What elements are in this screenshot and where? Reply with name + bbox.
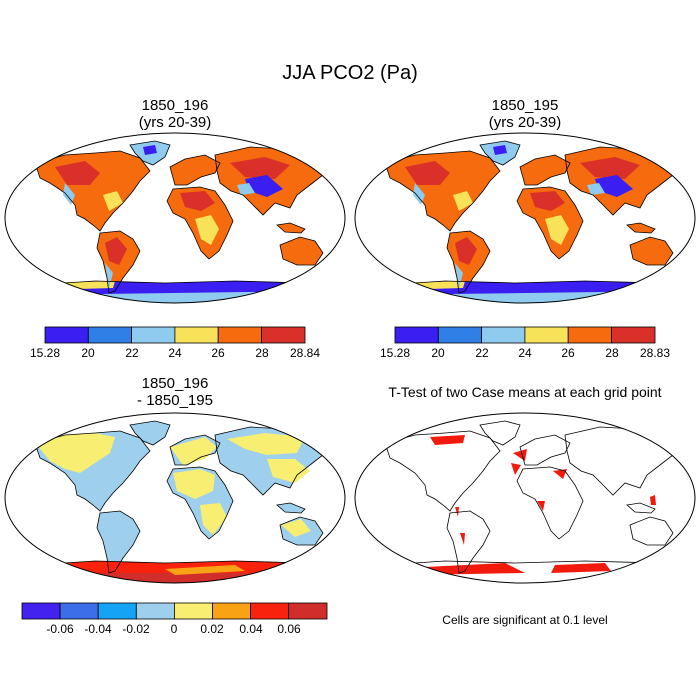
colorbar-2-swatch-4 [567,326,612,344]
colorbar-3-swatch-3 [135,602,175,620]
colorbar-2-swatch-1 [437,326,482,344]
colorbar-1-swatch-1 [87,326,133,344]
colorbar-3-label-3: 0 [170,622,178,636]
colorbar-3-label-6: 0.06 [277,622,301,636]
colorbar-2-label-6: 28.83 [639,346,671,360]
colorbar-2-label-0: 15.28 [379,346,411,360]
panel-1-title: 1850_196 (yrs 20-39) [75,97,275,131]
colorbar-2-swatch-3 [524,326,569,344]
colorbar-1-label-3: 24 [168,346,182,360]
panel-1-title-line2: (yrs 20-39) [138,114,212,131]
colorbar-2-label-4: 26 [561,346,575,360]
panel-4-map [375,421,680,583]
panel-3-map [25,421,330,583]
colorbar-1-label-6: 28.84 [289,346,321,360]
colorbar-3-label-1: -0.04 [84,622,112,636]
panel-2-title: 1850_195 (yrs 20-39) [425,97,625,131]
colorbar-1-label-4: 26 [211,346,225,360]
panel-3-border [4,412,346,584]
colorbar-3 [21,602,328,620]
colorbar-2-swatch-0 [394,326,439,344]
colorbar-1-swatch-2 [131,326,176,344]
colorbar-3-swatch-2 [97,602,137,620]
colorbar-2-label-5: 28 [605,346,619,360]
panel-1-border [4,132,346,304]
colorbar-1-label-5: 28 [255,346,269,360]
colorbar-1-swatch-3 [174,326,219,344]
colorbar-2 [394,326,656,344]
figure-title: JJA PCO2 (Pa) [282,62,418,84]
colorbar-3-swatch-5 [212,602,251,620]
panel-3-title-line2: - 1850_195 [137,392,213,409]
colorbar-3-swatch-1 [59,602,99,620]
colorbar-1-swatch-4 [217,326,262,344]
colorbar-3-swatch-7 [288,602,328,620]
colorbar-2-label-1: 20 [431,346,445,360]
panel-2-title-line1: 1850_195 [491,97,559,114]
colorbar-3-swatch-0 [21,602,61,620]
colorbar-3-label-4: 0.02 [200,622,224,636]
panel-4-border [354,412,696,584]
panel-4-title: T-Test of two Case means at each grid po… [352,384,698,401]
colorbar-1-label-1: 20 [81,346,95,360]
colorbar-1-swatch-0 [44,326,89,344]
panel-1-title-line1: 1850_196 [141,97,209,114]
colorbar-3-swatch-4 [173,602,213,620]
panel-2-border [354,132,696,304]
significance-footnote: Cells are significant at 0.1 level [442,613,608,627]
panel-1-map [25,141,330,303]
colorbar-3-swatch-6 [250,602,290,620]
panel-2-map [375,141,680,303]
colorbar-1-swatch-5 [261,326,306,344]
colorbar-2-swatch-2 [481,326,526,344]
panel-3-title: 1850_196 - 1850_195 [75,375,275,409]
panel-3-title-line1: 1850_196 [141,375,209,392]
colorbar-1-label-2: 22 [125,346,139,360]
colorbar-1 [44,326,306,344]
colorbar-2-label-3: 24 [518,346,532,360]
panel-2-title-line2: (yrs 20-39) [488,114,562,131]
colorbar-3-label-5: 0.04 [239,622,263,636]
colorbar-2-swatch-5 [611,326,656,344]
panel-4-title-line1: T-Test of two Case means at each grid po… [388,384,662,400]
colorbar-2-label-2: 22 [475,346,489,360]
colorbar-3-label-0: -0.06 [46,622,74,636]
colorbar-3-label-2: -0.02 [122,622,150,636]
colorbar-1-label-0: 15.28 [29,346,61,360]
